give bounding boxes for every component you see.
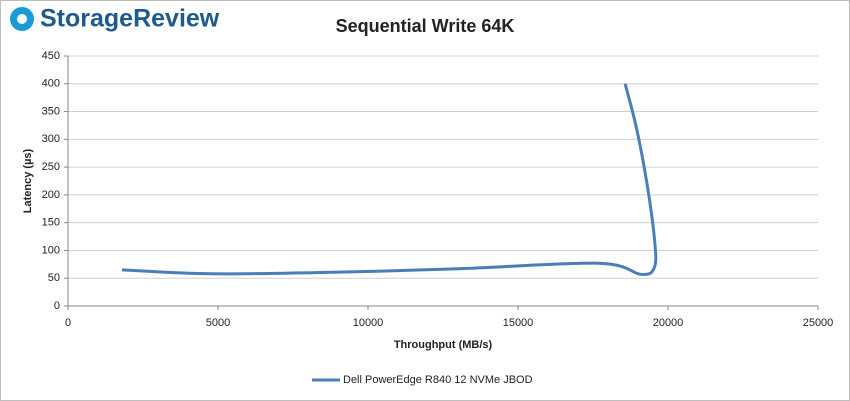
y-tick-label: 200 <box>42 189 60 201</box>
y-tick-label: 0 <box>54 300 60 312</box>
x-tick-label: 5000 <box>206 317 230 329</box>
x-tick-label: 25000 <box>803 317 834 329</box>
y-tick-label: 250 <box>42 161 60 173</box>
data-line <box>121 83 658 276</box>
x-tick-label: 0 <box>65 317 71 329</box>
y-tick-label: 400 <box>42 78 60 90</box>
chart-title: Sequential Write 64K <box>336 16 515 36</box>
y-tick-label: 150 <box>42 217 60 229</box>
y-axis-label: Latency (µs) <box>22 148 34 213</box>
x-tick-label: 10000 <box>353 317 384 329</box>
logo: StorageReview <box>10 5 220 33</box>
y-tick-label: 100 <box>42 244 60 256</box>
y-tick-label: 50 <box>48 272 60 284</box>
x-axis-label: Throughput (MB/s) <box>394 339 493 351</box>
y-tick-label: 450 <box>42 50 60 62</box>
legend-label: Dell PowerEdge R840 12 NVMe JBOD <box>343 374 533 386</box>
logo-text: StorageReview <box>40 5 220 33</box>
logo-icon-center <box>17 14 27 24</box>
y-tick-label: 350 <box>42 105 60 117</box>
y-tick-label: 300 <box>42 133 60 145</box>
x-tick-label: 20000 <box>653 317 684 329</box>
x-tick-label: 15000 <box>503 317 534 329</box>
